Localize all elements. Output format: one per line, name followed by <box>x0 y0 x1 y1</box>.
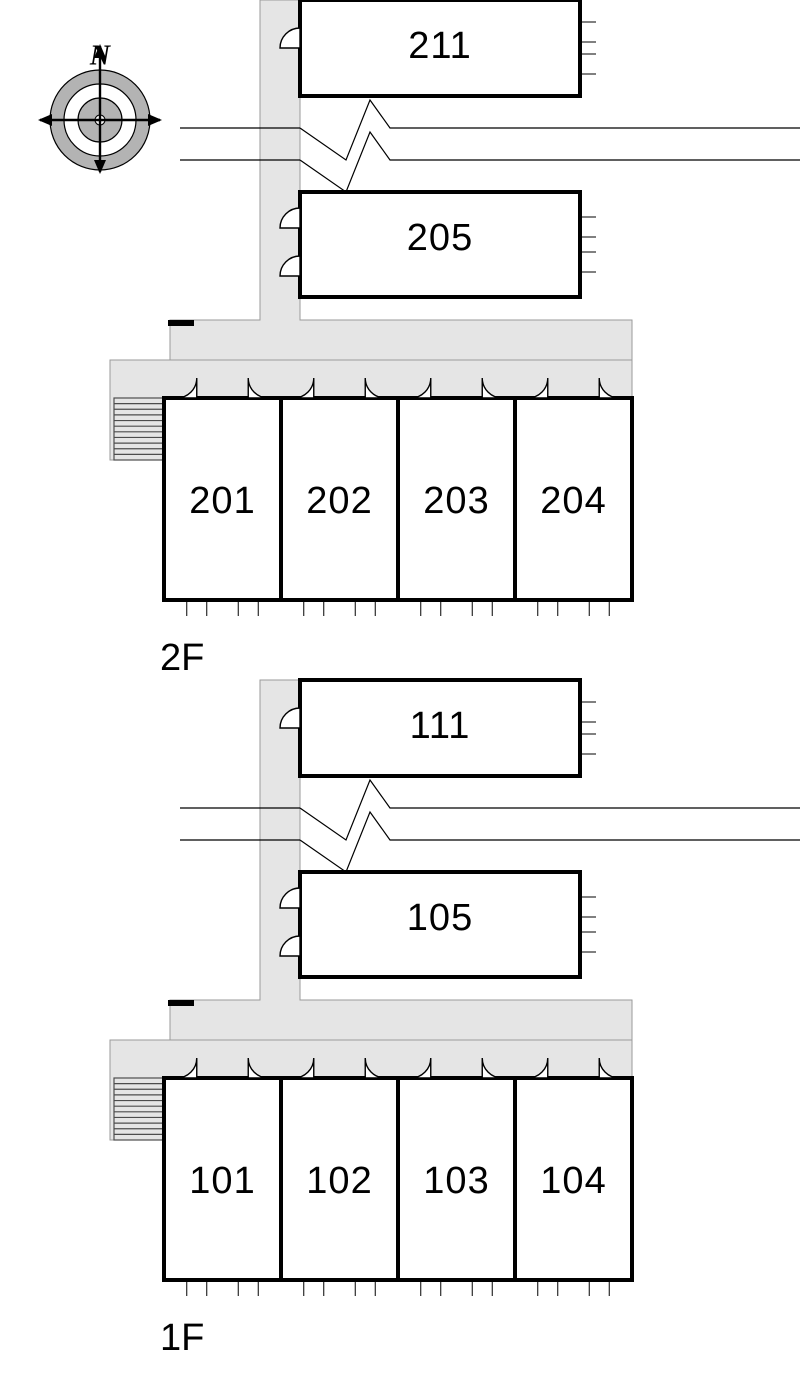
unit-row: 201 202 203 204 <box>164 378 632 616</box>
room-label: 111 <box>410 705 471 747</box>
room-201: 201 <box>164 378 281 616</box>
floor-label: 1F <box>160 1317 204 1359</box>
room-label: 202 <box>306 480 372 522</box>
room-label: 101 <box>189 1160 255 1202</box>
room-205: 205 <box>280 192 596 297</box>
compass-icon: N <box>38 40 162 174</box>
room-label: 201 <box>189 480 255 522</box>
room-label: 102 <box>306 1160 372 1202</box>
room-label: 105 <box>407 897 473 939</box>
floor-2F: 211 205 201 202 203 204 2F <box>110 0 800 679</box>
room-label: 103 <box>423 1160 489 1202</box>
room-211: 211 <box>280 0 596 96</box>
floor-plan-diagram: N2112052012022032042F1111051011021031041… <box>0 0 800 1373</box>
floor-1F: 111 105 101 102 103 104 1F <box>110 680 800 1359</box>
room-111: 111 <box>280 680 596 776</box>
room-104: 104 <box>515 1058 632 1296</box>
unit-row: 101 102 103 104 <box>164 1058 632 1296</box>
room-101: 101 <box>164 1058 281 1296</box>
room-label: 211 <box>408 25 472 67</box>
floor-label: 2F <box>160 637 204 679</box>
room-202: 202 <box>281 378 398 616</box>
room-105: 105 <box>280 872 596 977</box>
room-102: 102 <box>281 1058 398 1296</box>
room-203: 203 <box>398 378 515 616</box>
room-label: 203 <box>423 480 489 522</box>
room-label: 204 <box>540 480 606 522</box>
room-label: 104 <box>540 1160 606 1202</box>
compass-n-label: N <box>89 40 112 71</box>
room-label: 205 <box>407 217 473 259</box>
room-103: 103 <box>398 1058 515 1296</box>
room-204: 204 <box>515 378 632 616</box>
